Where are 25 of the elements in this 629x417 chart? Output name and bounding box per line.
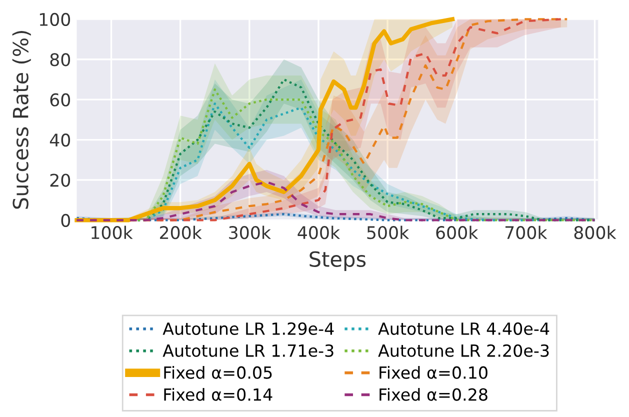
legend-label: Fixed α=0.10 xyxy=(380,366,488,379)
y-tick-label: 40 xyxy=(50,133,70,147)
x-tick-label: 800k xyxy=(574,226,616,240)
legend-label: Autotune LR 1.71e-3 xyxy=(162,344,334,357)
line-series xyxy=(76,180,596,222)
legend-label: Fixed α=0.05 xyxy=(164,366,272,379)
x-tick-label: 600k xyxy=(436,226,478,240)
x-tick-label: 400k xyxy=(298,226,340,240)
x-tick-label: 700k xyxy=(505,226,548,240)
legend-label: Autotune LR 4.40e-4 xyxy=(378,322,550,335)
y-tick-label: 100 xyxy=(40,12,70,26)
x-axis-title: Steps xyxy=(310,251,366,272)
legend-label: Fixed α=0.28 xyxy=(380,388,488,401)
y-tick-label: 0 xyxy=(61,214,70,228)
x-tick-label: 500k xyxy=(367,226,410,240)
y-tick-label: 60 xyxy=(50,93,70,106)
y-tick-label: 80 xyxy=(50,53,70,66)
legend-label: Fixed α=0.14 xyxy=(164,388,272,401)
y-axis-title: Success Rate (%) xyxy=(12,31,31,209)
y-tick-label: 20 xyxy=(50,174,70,187)
x-tick-label: 300k xyxy=(229,226,271,240)
x-tick-label: 200k xyxy=(160,226,202,240)
legend-label: Autotune LR 1.29e-4 xyxy=(162,322,334,335)
x-tick-label: 100k xyxy=(92,226,133,240)
legend-label: Autotune LR 2.20e-3 xyxy=(378,344,549,357)
